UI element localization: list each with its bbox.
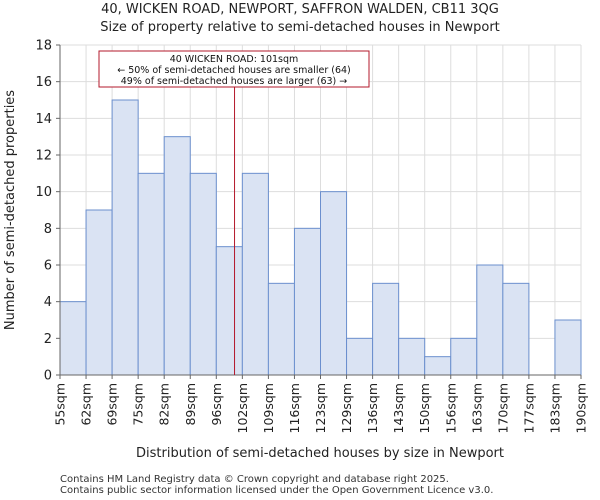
y-tick-label: 18 [35,39,52,54]
y-tick-label: 8 [44,222,52,237]
y-tick-label: 16 [35,75,52,90]
bar [111,99,139,376]
x-tick-label: 75sqm [131,383,146,426]
chart-title: 40, WICKEN ROAD, NEWPORT, SAFFRON WALDEN… [101,2,499,17]
x-tick-label: 89sqm [183,383,198,426]
x-tick-label: 150sqm [417,383,432,433]
bar [450,337,478,376]
x-tick-label: 109sqm [261,383,276,433]
x-tick-label: 143sqm [391,383,406,433]
y-tick-label: 6 [44,259,52,274]
annotation-line-2: ← 50% of semi-detached houses are smalle… [117,65,351,76]
y-tick-label: 10 [35,185,52,200]
bar [85,209,113,376]
x-axis-label: Distribution of semi-detached houses by … [136,446,504,461]
bar [476,264,504,376]
x-tick-label: 190sqm [574,383,589,433]
bar [59,301,87,376]
bar [372,282,400,376]
y-tick-label: 12 [35,149,52,164]
x-tick-label: 129sqm [339,383,354,433]
y-tick-label: 14 [35,112,52,127]
bar [137,172,165,376]
bar [163,136,191,376]
x-tick-label: 163sqm [469,383,484,433]
bar [320,191,348,376]
x-tick-label: 177sqm [521,383,536,433]
bar [241,172,269,376]
x-tick-label: 183sqm [547,383,562,433]
y-tick-label: 4 [44,295,52,310]
x-tick-label: 55sqm [53,383,68,426]
x-tick-label: 136sqm [365,383,380,433]
footer-line-1: Contains HM Land Registry data © Crown c… [60,474,449,485]
bar [346,337,374,376]
bar [189,172,217,376]
bar [554,319,582,376]
x-tick-label: 116sqm [287,383,302,433]
x-tick-label: 123sqm [313,383,328,433]
annotation-line-1: 40 WICKEN ROAD: 101sqm [170,54,299,65]
y-axis-label: Number of semi-detached properties [3,90,18,330]
y-tick-label: 0 [44,369,52,384]
property-annotation-box [98,50,370,88]
x-tick-label: 156sqm [443,383,458,433]
x-tick-label: 96sqm [209,383,224,426]
bar [267,282,295,376]
x-tick-label: 170sqm [495,383,510,433]
annotation-line-3: 49% of semi-detached houses are larger (… [121,76,348,87]
footer-line-2: Contains public sector information licen… [60,485,494,496]
bar [398,337,426,376]
x-tick-label: 69sqm [105,383,120,426]
bar [424,356,452,376]
x-tick-label: 62sqm [79,383,94,426]
bar [215,246,243,376]
x-tick-label: 82sqm [157,383,172,426]
bar [502,282,530,376]
bar [293,227,322,376]
y-tick-label: 2 [44,332,52,347]
chart-subtitle: Size of property relative to semi-detach… [100,20,500,35]
x-tick-label: 102sqm [235,383,250,433]
